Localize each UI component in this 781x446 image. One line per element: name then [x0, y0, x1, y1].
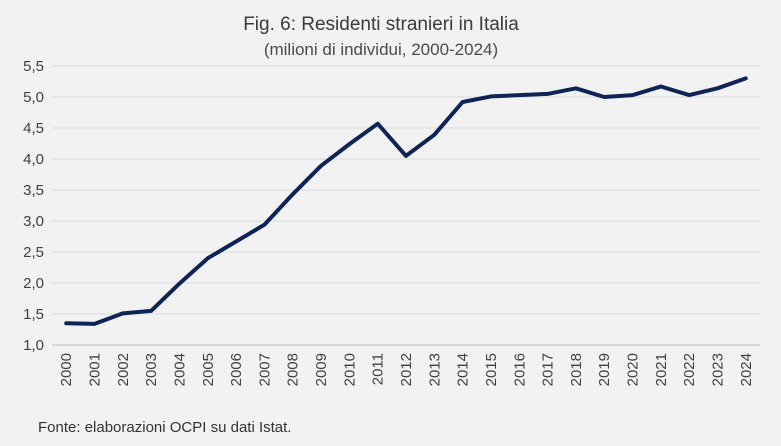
x-tick-label: 2009: [313, 353, 330, 386]
data-point: [433, 134, 435, 136]
x-tick-label: 2024: [738, 353, 755, 386]
data-point: [348, 143, 350, 145]
data-point: [320, 165, 322, 167]
data-point: [65, 322, 67, 324]
x-tick-label: 2015: [483, 353, 500, 386]
data-point: [178, 283, 180, 285]
data-point: [263, 224, 265, 226]
gridlines: [52, 65, 760, 346]
x-tick-label: 2012: [398, 353, 415, 386]
y-tick-label: 2,5: [23, 244, 44, 261]
data-point: [547, 93, 549, 95]
y-axis: 1,0 1,5 2,0 2,5 3,0 3,5 4,0 4,5 5,0 5,5: [23, 58, 44, 354]
data-point: [632, 94, 634, 96]
x-tick-label: 2013: [426, 353, 443, 386]
x-tick-label: 2010: [341, 353, 358, 386]
series-line: [64, 76, 748, 326]
data-point: [377, 123, 379, 125]
x-tick-label: 2003: [143, 353, 160, 386]
series-group: [64, 76, 748, 326]
chart-subtitle: (milioni di individui, 2000-2024): [264, 40, 498, 59]
x-tick-label: 2007: [256, 353, 273, 386]
x-tick-label: 2000: [58, 353, 75, 386]
x-tick-label: 2005: [200, 353, 217, 386]
y-tick-label: 5,5: [23, 58, 44, 75]
x-tick-label: 2011: [370, 353, 387, 385]
data-point: [745, 77, 747, 79]
data-point: [518, 94, 520, 96]
x-tick-label: 2017: [540, 353, 557, 386]
x-tick-label: 2006: [228, 353, 245, 386]
y-tick-label: 2,0: [23, 275, 44, 292]
data-point: [575, 87, 577, 89]
x-tick-label: 2021: [653, 353, 670, 386]
y-tick-label: 3,0: [23, 213, 44, 230]
x-tick-label: 2001: [86, 353, 103, 386]
data-point: [462, 101, 464, 103]
source-note: Fonte: elaborazioni OCPI su dati Istat.: [38, 419, 291, 436]
x-tick-label: 2018: [568, 353, 585, 386]
y-tick-label: 4,5: [23, 120, 44, 137]
data-point: [717, 87, 719, 89]
y-tick-label: 3,5: [23, 182, 44, 199]
x-tick-label: 2022: [681, 353, 698, 386]
data-point: [207, 257, 209, 259]
y-tick-label: 5,0: [23, 89, 44, 106]
data-point: [660, 85, 662, 87]
x-tick-label: 2014: [455, 353, 472, 386]
x-tick-label: 2004: [171, 353, 188, 386]
data-point: [688, 94, 690, 96]
x-tick-label: 2002: [115, 353, 132, 386]
data-point: [150, 310, 152, 312]
data-point: [292, 193, 294, 195]
x-tick-label: 2019: [596, 353, 613, 386]
data-point: [490, 95, 492, 97]
data-point: [93, 323, 95, 325]
data-point: [235, 240, 237, 242]
y-tick-label: 1,0: [23, 337, 44, 354]
x-tick-label: 2020: [625, 353, 642, 386]
x-axis: 2000 2001 2002 2003 2004 2005 2006 2007 2008 2009…: [58, 353, 755, 386]
y-tick-label: 4,0: [23, 151, 44, 168]
x-tick-label: 2016: [511, 353, 528, 386]
x-tick-label: 2008: [285, 353, 302, 386]
x-tick-label: 2023: [710, 353, 727, 386]
data-point: [603, 96, 605, 98]
data-point: [405, 155, 407, 157]
chart-title: Fig. 6: Residenti stranieri in Italia: [243, 14, 519, 35]
data-point: [122, 312, 124, 314]
y-tick-label: 1,5: [23, 306, 44, 323]
